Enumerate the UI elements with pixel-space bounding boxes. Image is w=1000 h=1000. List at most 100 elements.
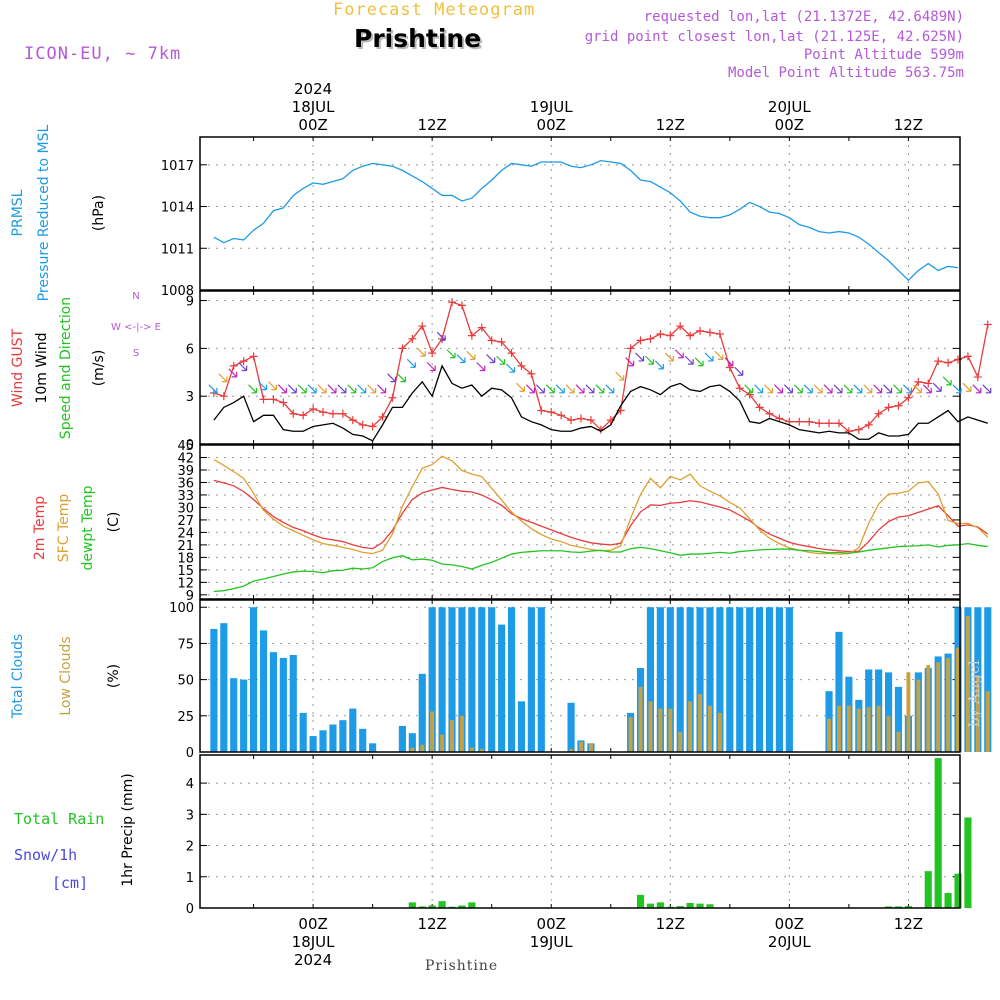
gust-marker: [755, 403, 764, 412]
y-tick-label: 15: [177, 564, 194, 579]
bar-low-clouds: [975, 675, 980, 752]
bar-total-rain: [438, 901, 446, 908]
bar-total-clouds: [418, 673, 426, 752]
ylabel-prmsl: PRMSL: [10, 189, 26, 236]
wind-arrow: [823, 384, 833, 394]
bar-low-clouds: [896, 731, 901, 752]
gust-marker: [646, 334, 655, 343]
gust-marker: [328, 409, 337, 418]
wind-arrow: [377, 384, 387, 394]
wind-arrow: [902, 384, 913, 394]
panel-wind: [199, 290, 992, 445]
gust-marker: [934, 357, 943, 366]
bar-low-clouds: [658, 708, 663, 752]
wind-arrow: [258, 381, 268, 391]
bar-total-clouds: [756, 607, 764, 752]
top-time-label: 19JUL: [530, 98, 573, 116]
gust-marker: [576, 414, 585, 423]
bar-low-clouds: [846, 705, 851, 752]
wind-arrow: [506, 363, 516, 373]
gust-marker: [547, 408, 556, 417]
wind-arrow: [307, 384, 317, 394]
bar-total-rain: [636, 894, 645, 908]
bar-total-clouds: [329, 724, 337, 752]
gust-marker: [348, 416, 357, 425]
panel-frame: [199, 444, 961, 600]
top-time-label: 12Z: [656, 116, 685, 134]
wind-arrow: [396, 373, 407, 383]
bar-total-clouds: [785, 607, 793, 752]
bar-total-clouds: [696, 607, 704, 752]
bar-total-clouds: [726, 607, 734, 752]
bar-low-clouds: [985, 691, 990, 752]
wind-arrow: [337, 384, 347, 394]
ylabel-total-clouds: Total Clouds: [10, 634, 26, 719]
bar-total-rain: [964, 817, 972, 908]
wind-arrow: [297, 384, 307, 394]
bottom-time-label: 12Z: [894, 915, 923, 933]
bar-total-clouds: [299, 712, 307, 752]
ylabel-pressure: Pressure Reduced to MSL: [36, 124, 52, 301]
gust-marker: [507, 349, 516, 358]
wind-arrow: [426, 362, 436, 372]
bar-low-clouds: [688, 701, 693, 752]
bar-total-rain: [458, 905, 466, 908]
bar-total-rain: [944, 893, 952, 908]
panel-pressure: [199, 136, 961, 291]
bar-low-clouds: [866, 707, 871, 752]
bar-total-rain: [418, 906, 426, 908]
top-time-label: 00Z: [537, 116, 566, 134]
point-altitude: Point Altitude 599m: [803, 47, 964, 63]
wind-arrow: [615, 371, 625, 381]
y-tick-label: 25: [177, 710, 194, 725]
bar-total-clouds: [349, 708, 357, 752]
wind-arrow: [674, 349, 684, 359]
y-tick-label: 45: [177, 439, 194, 454]
ylabel-low-clouds: Low Clouds: [58, 636, 74, 715]
bottom-time-label: 12Z: [656, 915, 685, 933]
y-tick-label: 0: [186, 746, 194, 761]
gust-marker: [358, 420, 367, 429]
bar-total-clouds: [309, 736, 317, 752]
wind-arrow: [932, 382, 942, 392]
bar-low-clouds: [569, 749, 574, 752]
gust-marker: [983, 320, 992, 329]
bar-total-clouds: [468, 607, 476, 752]
panel-bg: [200, 291, 960, 444]
compass-n: N: [132, 291, 139, 302]
gust-marker: [904, 393, 913, 402]
wind-arrow: [952, 384, 962, 394]
model-altitude: Model Point Altitude 563.75m: [727, 65, 964, 81]
gust-marker: [805, 417, 814, 426]
bar-low-clouds: [698, 694, 703, 752]
bar-low-clouds: [588, 743, 593, 752]
bar-total-clouds: [458, 607, 466, 752]
wind-arrow: [357, 384, 367, 394]
bar-total-rain: [656, 902, 664, 908]
compass-we: W <-|-> E: [111, 322, 161, 333]
wind-arrow: [744, 384, 754, 394]
bar-low-clouds: [440, 734, 445, 752]
wind-arrow: [893, 384, 903, 394]
wind-arrow: [843, 384, 853, 394]
bar-total-rain: [686, 903, 694, 908]
bar-total-clouds: [269, 652, 277, 752]
wind-arrow: [625, 357, 635, 367]
bar-low-clouds: [965, 615, 970, 752]
series-line-dewpt-temp: [213, 542, 988, 593]
gust-marker: [487, 336, 496, 345]
wind-arrow: [218, 373, 228, 383]
bar-low-clouds: [579, 741, 583, 752]
wind-arrow: [684, 355, 694, 365]
bar-total-clouds: [527, 607, 535, 752]
y-tick-label: 33: [177, 489, 194, 504]
gust-marker: [626, 344, 635, 353]
bar-total-rain: [468, 902, 476, 908]
gust-marker: [676, 322, 685, 331]
wind-arrow: [416, 347, 426, 357]
wind-arrow: [694, 357, 704, 367]
gust-marker: [666, 331, 675, 340]
gust-marker: [289, 409, 298, 418]
bar-total-clouds: [498, 624, 506, 752]
bar-total-clouds: [279, 657, 287, 752]
